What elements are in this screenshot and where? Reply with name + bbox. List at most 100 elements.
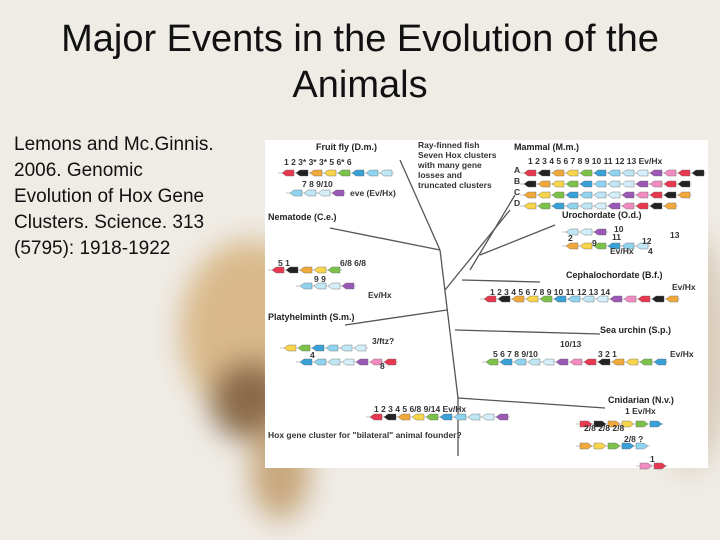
- gene-arrow: [607, 180, 621, 188]
- gene-arrow: [579, 420, 593, 428]
- gene-arrow: [635, 202, 649, 210]
- gene-arrow: [565, 191, 579, 199]
- figure-label: 10/13: [560, 339, 582, 349]
- figure-label: 3/ftz?: [372, 336, 394, 346]
- figure-label: losses and: [418, 170, 462, 180]
- gene-arrows: [268, 169, 706, 470]
- gene-arrow: [537, 180, 551, 188]
- figure-label: Mammal (M.m.): [514, 142, 579, 152]
- gene-arrow: [565, 242, 579, 250]
- figure-label: 1 2 3* 3* 3* 5 6* 6: [284, 157, 352, 167]
- gene-arrow: [383, 413, 397, 421]
- gene-arrow: [677, 191, 691, 199]
- figure-label: A: [514, 165, 520, 175]
- figure-label: 8: [380, 361, 385, 371]
- figure-label: 11: [612, 232, 621, 242]
- figure-label: 1: [650, 454, 655, 464]
- gene-arrow: [649, 202, 663, 210]
- gene-arrow: [625, 358, 639, 366]
- gene-arrow: [593, 420, 607, 428]
- gene-arrow: [311, 344, 325, 352]
- gene-arrow: [355, 358, 369, 366]
- gene-arrow: [621, 242, 635, 250]
- gene-arrow: [453, 413, 467, 421]
- gene-arrow: [351, 169, 365, 177]
- gene-arrow: [317, 189, 331, 197]
- gene-arrow: [651, 295, 665, 303]
- gene-arrow: [327, 358, 341, 366]
- gene-arrow: [299, 266, 313, 274]
- citation-line: 2006. Genomic: [14, 160, 143, 181]
- gene-arrow: [537, 169, 551, 177]
- figure-label: Hox gene cluster for "bilateral" animal …: [268, 430, 462, 440]
- gene-arrow: [621, 191, 635, 199]
- gene-arrow: [341, 282, 355, 290]
- gene-arrow: [621, 420, 635, 428]
- figure-label: 1 2 3 4 5 6 7 8 9 10 11 12 13 Ev/Hx: [528, 156, 662, 166]
- figure-label: Sea urchin (S.p.): [600, 325, 671, 335]
- gene-arrow: [565, 180, 579, 188]
- gene-arrow: [365, 169, 379, 177]
- figure-label: 6/8 6/8: [340, 258, 366, 268]
- citation-line: Clusters. Science. 313: [14, 212, 205, 233]
- gene-arrow: [341, 358, 355, 366]
- gene-arrow: [677, 180, 691, 188]
- gene-arrow: [579, 169, 593, 177]
- gene-arrow: [581, 295, 595, 303]
- gene-arrow: [635, 420, 649, 428]
- gene-arrow: [303, 189, 317, 197]
- gene-arrow: [607, 191, 621, 199]
- gene-arrow: [495, 413, 509, 421]
- figure-label: Fruit fly (D.m.): [316, 142, 377, 152]
- figure-label: 5 1: [278, 258, 290, 268]
- gene-arrow: [369, 413, 383, 421]
- figure-label: 12: [642, 236, 652, 246]
- gene-arrow: [607, 442, 621, 450]
- gene-arrow: [369, 358, 383, 366]
- gene-arrow: [483, 295, 497, 303]
- gene-arrow: [497, 295, 511, 303]
- gene-arrow: [595, 295, 609, 303]
- citation-line: Lemons and Mc.Ginnis.: [14, 134, 214, 155]
- gene-arrow: [635, 242, 649, 250]
- gene-arrow: [569, 358, 583, 366]
- gene-arrow: [663, 202, 677, 210]
- gene-arrow: [285, 266, 299, 274]
- gene-arrow: [649, 169, 663, 177]
- figure-label: 7 8 9/10: [302, 179, 333, 189]
- figure-label: Nematode (C.e.): [268, 212, 337, 222]
- gene-arrow: [411, 413, 425, 421]
- figure-label: Ev/Hx: [672, 282, 696, 292]
- figure-label: truncated clusters: [418, 180, 492, 190]
- gene-arrow: [593, 191, 607, 199]
- gene-arrow: [635, 191, 649, 199]
- gene-arrow: [339, 344, 353, 352]
- gene-arrow: [525, 295, 539, 303]
- figure-label: Ev/Hx: [610, 246, 634, 256]
- gene-arrow: [663, 169, 677, 177]
- gene-arrow: [649, 180, 663, 188]
- figure-label: D: [514, 198, 520, 208]
- gene-arrow: [481, 413, 495, 421]
- gene-arrow: [551, 202, 565, 210]
- gene-arrow: [523, 191, 537, 199]
- figure-label: 1 2 3 4 5 6 7 8 9 10 11 12 13 14: [490, 287, 610, 297]
- gene-arrow: [579, 191, 593, 199]
- gene-arrow: [551, 180, 565, 188]
- gene-arrow: [649, 191, 663, 199]
- gene-arrow: [593, 202, 607, 210]
- gene-arrow: [297, 344, 311, 352]
- gene-arrow: [611, 358, 625, 366]
- citation-line: (5795): 1918-1922: [14, 238, 171, 259]
- gene-arrow: [299, 358, 313, 366]
- gene-arrow: [579, 242, 593, 250]
- figure-label: Cephalochordate (B.f.): [566, 270, 663, 280]
- figure-label: Urochordate (O.d.): [562, 210, 642, 220]
- gene-arrow: [383, 358, 397, 366]
- figure-label: 10: [614, 224, 624, 234]
- gene-arrow: [327, 282, 341, 290]
- figure-label: 2/8 2/8 2/8: [584, 423, 624, 433]
- figure-label: 2: [568, 233, 573, 243]
- gene-arrow: [593, 228, 607, 236]
